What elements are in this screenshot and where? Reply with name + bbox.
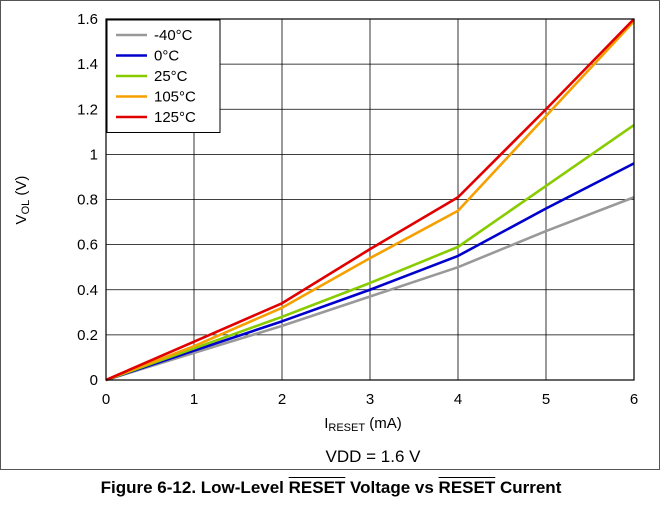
- caption-reset-1: RESET: [288, 478, 346, 497]
- y-tick-label: 1.6: [77, 11, 98, 28]
- y-tick-label: 1.4: [77, 56, 98, 73]
- y-tick-label: 1.2: [77, 101, 98, 118]
- vdd-note: VDD = 1.6 V: [326, 447, 422, 466]
- y-tick-label: 0.8: [77, 192, 98, 209]
- caption-suffix: Current: [495, 478, 562, 497]
- series-line-0: [105, 196, 635, 382]
- caption-reset-2: RESET: [438, 478, 496, 497]
- series-line-2: [105, 123, 635, 382]
- y-axis-label: VOL (V): [13, 176, 32, 225]
- x-tick-label: 1: [190, 391, 198, 408]
- legend-label: -40°C: [154, 27, 193, 44]
- series-line-3: [105, 20, 635, 382]
- x-tick-label: 5: [542, 391, 550, 408]
- y-tick-label: 0: [90, 372, 98, 389]
- caption-middle: Voltage vs: [345, 478, 439, 497]
- legend-label: 0°C: [154, 48, 179, 65]
- y-tick-label: 0.2: [77, 327, 98, 344]
- x-tick-label: 4: [454, 391, 462, 408]
- legend-label: 25°C: [154, 68, 188, 85]
- x-axis-label: IRESET (mA): [324, 415, 402, 434]
- legend-label: 105°C: [154, 89, 196, 106]
- series-line-4: [105, 18, 635, 382]
- x-tick-label: 3: [366, 391, 374, 408]
- y-tick-label: 1: [90, 146, 98, 163]
- y-tick-label: 0.6: [77, 237, 98, 254]
- legend: -40°C 0°C 25°C 105°C 125°C: [106, 19, 221, 133]
- chart: 0 1 2 3 4 5 6 0 0.2 0.4 0.6 0.8 1 1.2 1.4 1.6 -40°C 0°C 2…: [13, 11, 638, 466]
- legend-label: 125°C: [154, 109, 196, 126]
- plot-border: [105, 18, 635, 381]
- series-line-1: [105, 162, 635, 382]
- x-tick-label: 6: [630, 391, 638, 408]
- figure-caption: Figure 6-12. Low-Level RESET Voltage vs …: [0, 478, 662, 498]
- x-tick-label: 0: [102, 391, 110, 408]
- series-group: [105, 18, 635, 382]
- y-tick-label: 0.4: [77, 282, 98, 299]
- x-tick-label: 2: [278, 391, 286, 408]
- figure-frame: [0, 0, 660, 470]
- caption-prefix: Figure 6-12. Low-Level: [100, 478, 289, 497]
- tick-labels: 0 1 2 3 4 5 6 0 0.2 0.4 0.6 0.8 1 1.2 1.4 1.6: [77, 11, 638, 408]
